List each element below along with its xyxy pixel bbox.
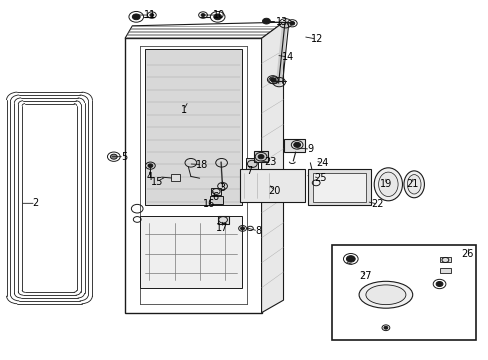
Circle shape — [271, 78, 276, 82]
Polygon shape — [312, 173, 366, 202]
Ellipse shape — [365, 285, 405, 305]
Text: 15: 15 — [150, 177, 163, 187]
Polygon shape — [125, 22, 283, 39]
Circle shape — [262, 18, 270, 24]
Text: 16: 16 — [203, 199, 215, 210]
Circle shape — [293, 142, 300, 147]
Text: 17: 17 — [216, 223, 228, 233]
Polygon shape — [254, 151, 267, 162]
Text: 8: 8 — [255, 226, 261, 236]
Polygon shape — [283, 139, 305, 152]
Polygon shape — [261, 22, 283, 313]
Text: 1: 1 — [180, 105, 186, 115]
Circle shape — [270, 78, 275, 81]
Circle shape — [110, 154, 117, 159]
Polygon shape — [239, 169, 305, 202]
Text: 21: 21 — [406, 179, 418, 189]
Circle shape — [383, 326, 387, 329]
Polygon shape — [307, 169, 370, 205]
Circle shape — [258, 154, 264, 159]
Polygon shape — [245, 158, 258, 169]
Text: 6: 6 — [212, 192, 218, 202]
Circle shape — [240, 227, 244, 230]
Text: 27: 27 — [359, 271, 371, 281]
Text: 20: 20 — [267, 186, 280, 196]
Polygon shape — [439, 257, 450, 262]
Polygon shape — [210, 197, 222, 204]
Circle shape — [148, 164, 153, 167]
Ellipse shape — [358, 281, 412, 308]
Circle shape — [132, 14, 140, 20]
Polygon shape — [125, 39, 261, 313]
Ellipse shape — [378, 172, 397, 197]
Circle shape — [346, 256, 354, 262]
Text: 13: 13 — [276, 17, 288, 27]
Circle shape — [435, 282, 442, 287]
Text: 18: 18 — [196, 159, 208, 170]
Text: 11: 11 — [143, 10, 156, 20]
Polygon shape — [140, 216, 242, 288]
Polygon shape — [211, 188, 221, 195]
Text: 7: 7 — [246, 166, 252, 176]
Text: 4: 4 — [146, 172, 152, 182]
Circle shape — [150, 14, 154, 17]
Polygon shape — [217, 216, 228, 224]
Polygon shape — [144, 49, 242, 205]
Polygon shape — [439, 268, 450, 273]
Text: 12: 12 — [310, 34, 322, 44]
Circle shape — [289, 22, 294, 25]
Text: 9: 9 — [306, 144, 313, 154]
Text: 14: 14 — [282, 52, 294, 62]
Text: 5: 5 — [121, 152, 127, 162]
Circle shape — [213, 14, 221, 20]
Circle shape — [201, 14, 204, 17]
Text: 26: 26 — [461, 249, 473, 259]
Text: 24: 24 — [316, 158, 328, 168]
Text: 23: 23 — [264, 157, 277, 167]
Text: 25: 25 — [313, 173, 325, 183]
Polygon shape — [171, 174, 180, 181]
Text: 10: 10 — [213, 10, 225, 20]
Ellipse shape — [403, 171, 424, 198]
Text: 22: 22 — [370, 199, 383, 209]
Ellipse shape — [407, 175, 420, 194]
Ellipse shape — [373, 168, 402, 201]
Text: 19: 19 — [379, 179, 391, 189]
Text: 2: 2 — [33, 198, 39, 208]
Polygon shape — [331, 244, 475, 339]
Text: 3: 3 — [219, 183, 225, 193]
